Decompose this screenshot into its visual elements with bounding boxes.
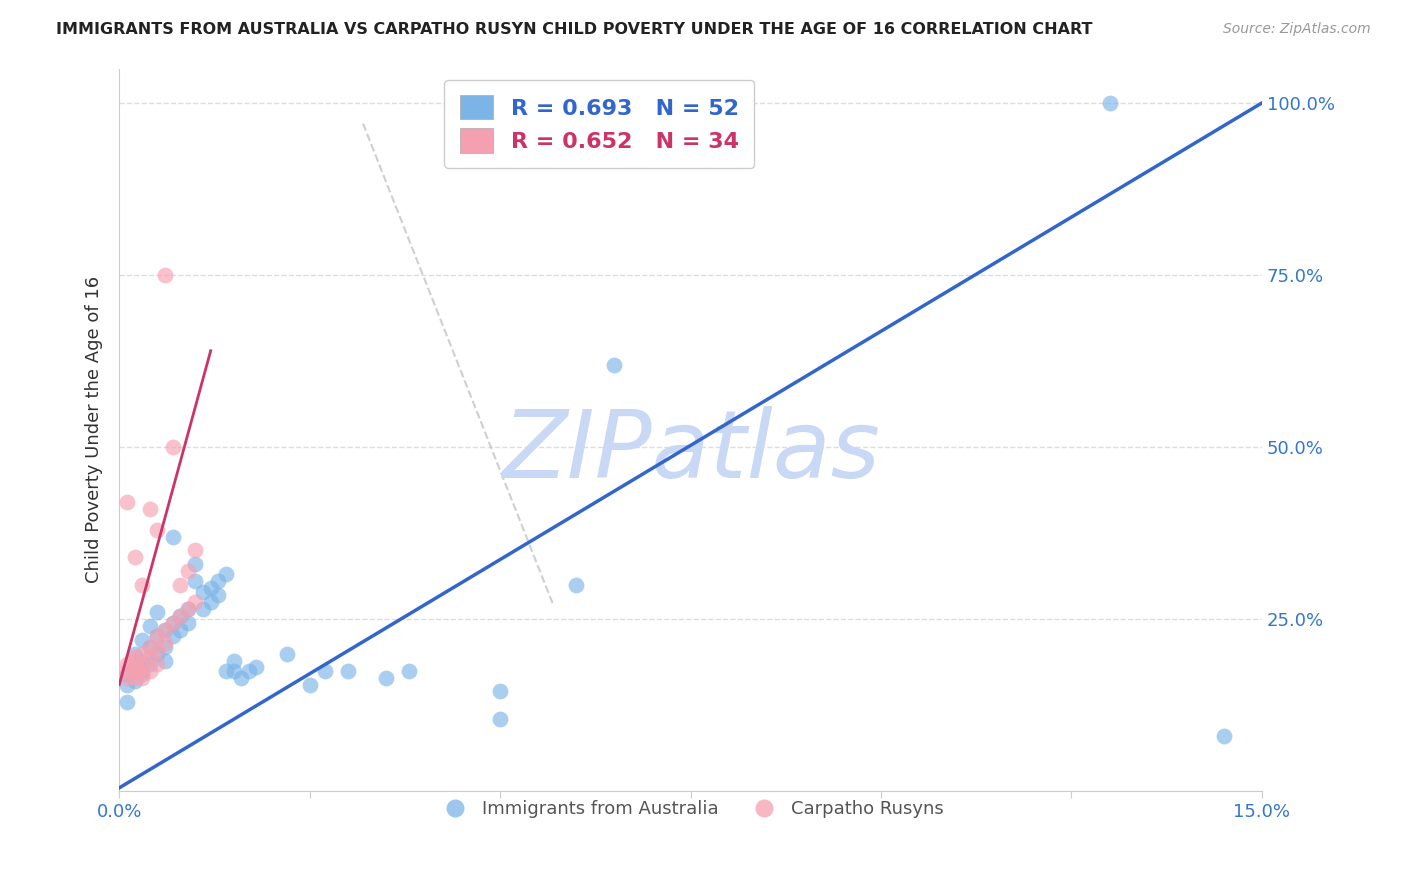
Point — [153, 268, 176, 282]
Point — [207, 574, 229, 589]
Point — [139, 619, 162, 633]
Point — [131, 657, 153, 671]
Point — [184, 574, 207, 589]
Point — [153, 623, 176, 637]
Point — [131, 632, 153, 647]
Point — [131, 667, 153, 681]
Point — [153, 653, 176, 667]
Point — [169, 608, 191, 623]
Point — [231, 671, 253, 685]
Point — [153, 640, 176, 654]
Point — [162, 615, 184, 630]
Text: Source: ZipAtlas.com: Source: ZipAtlas.com — [1223, 22, 1371, 37]
Y-axis label: Child Poverty Under the Age of 16: Child Poverty Under the Age of 16 — [86, 277, 103, 583]
Point — [131, 647, 153, 661]
Point — [1098, 95, 1121, 110]
Point — [489, 684, 512, 698]
Point — [115, 677, 138, 691]
Point — [184, 543, 207, 558]
Point — [169, 608, 191, 623]
Point — [177, 615, 200, 630]
Point — [146, 629, 169, 643]
Point — [124, 653, 146, 667]
Point — [177, 602, 200, 616]
Point — [565, 578, 588, 592]
Point — [200, 581, 222, 595]
Point — [131, 653, 153, 667]
Point — [115, 664, 138, 678]
Point — [298, 677, 321, 691]
Point — [200, 595, 222, 609]
Point — [169, 578, 191, 592]
Point — [162, 530, 184, 544]
Point — [139, 640, 162, 654]
Point — [146, 643, 169, 657]
Point — [124, 660, 146, 674]
Point — [191, 584, 214, 599]
Point — [124, 660, 146, 674]
Point — [115, 671, 138, 685]
Point — [191, 602, 214, 616]
Point — [374, 671, 396, 685]
Point — [222, 653, 245, 667]
Point — [139, 657, 162, 671]
Point — [139, 502, 162, 516]
Point — [139, 650, 162, 665]
Point — [162, 629, 184, 643]
Point — [276, 647, 298, 661]
Point — [124, 664, 146, 678]
Point — [215, 664, 238, 678]
Point — [146, 657, 169, 671]
Point — [124, 671, 146, 685]
Point — [162, 615, 184, 630]
Point — [124, 650, 146, 665]
Text: ZIPatlas: ZIPatlas — [502, 406, 880, 497]
Point — [146, 523, 169, 537]
Point — [153, 636, 176, 650]
Point — [115, 495, 138, 509]
Point — [131, 671, 153, 685]
Point — [1212, 729, 1234, 743]
Point — [131, 578, 153, 592]
Point — [146, 629, 169, 643]
Point — [238, 664, 260, 678]
Point — [207, 588, 229, 602]
Point — [177, 564, 200, 578]
Point — [336, 664, 359, 678]
Point — [169, 623, 191, 637]
Point — [124, 674, 146, 689]
Point — [184, 595, 207, 609]
Point — [124, 550, 146, 565]
Text: IMMIGRANTS FROM AUSTRALIA VS CARPATHO RUSYN CHILD POVERTY UNDER THE AGE OF 16 CO: IMMIGRANTS FROM AUSTRALIA VS CARPATHO RU… — [56, 22, 1092, 37]
Point — [124, 647, 146, 661]
Point — [398, 664, 420, 678]
Point — [603, 358, 626, 372]
Point — [115, 657, 138, 671]
Point — [146, 647, 169, 661]
Point — [139, 640, 162, 654]
Point — [153, 623, 176, 637]
Point — [215, 567, 238, 582]
Point — [115, 695, 138, 709]
Point — [115, 667, 138, 681]
Point — [222, 664, 245, 678]
Point — [131, 664, 153, 678]
Point — [245, 660, 267, 674]
Point — [314, 664, 336, 678]
Legend: Immigrants from Australia, Carpatho Rusyns: Immigrants from Australia, Carpatho Rusy… — [430, 793, 952, 826]
Point — [162, 440, 184, 454]
Point — [177, 602, 200, 616]
Point — [489, 712, 512, 726]
Point — [139, 664, 162, 678]
Point — [146, 605, 169, 619]
Point — [184, 557, 207, 571]
